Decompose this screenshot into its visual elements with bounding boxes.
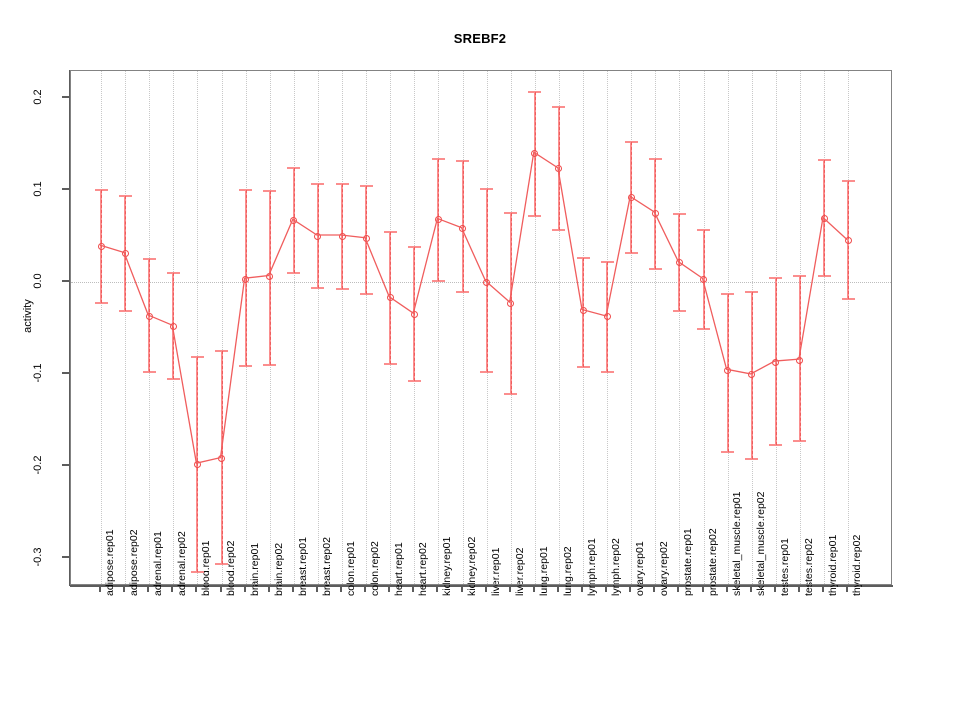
data-point-marker (314, 232, 322, 240)
x-tick-mark (123, 585, 126, 592)
data-point-marker (627, 193, 635, 201)
y-tick-mark (62, 96, 69, 98)
x-tick-mark (315, 585, 318, 592)
x-tick-mark (797, 585, 800, 592)
y-tick-label: -0.3 (32, 547, 44, 567)
zero-gridline (71, 282, 891, 283)
vertical-gridline (679, 71, 681, 584)
vertical-gridline (655, 71, 657, 584)
data-point-marker (700, 275, 707, 283)
plot-area (70, 70, 892, 585)
y-tick-label: -0.1 (32, 363, 44, 383)
x-tick-mark (605, 585, 608, 592)
vertical-gridline (366, 71, 368, 584)
data-point-marker (362, 235, 370, 243)
data-point-marker (121, 249, 129, 257)
x-tick-mark (484, 585, 487, 592)
plot-inner (71, 71, 891, 584)
x-tick-mark (677, 585, 680, 592)
vertical-gridline (824, 71, 825, 584)
x-tick-mark (436, 585, 439, 592)
data-point-marker (555, 165, 563, 173)
vertical-gridline (342, 71, 343, 584)
y-tick-mark (62, 372, 69, 374)
y-tick-mark (62, 556, 69, 558)
x-tick-mark (581, 585, 583, 592)
y-tick-mark (62, 464, 69, 466)
x-tick-mark (388, 585, 391, 592)
data-point-marker (724, 366, 732, 374)
data-point-marker (410, 310, 418, 318)
data-point-marker (97, 242, 105, 250)
y-tick-label: 0.1 (32, 181, 44, 197)
vertical-gridline (317, 71, 319, 584)
x-tick-mark (629, 585, 632, 592)
x-tick-mark (147, 585, 150, 592)
data-point-marker (266, 272, 274, 280)
data-point-marker (675, 259, 683, 267)
x-tick-mark (749, 585, 752, 592)
error-bar-cap-lower (841, 298, 855, 301)
data-point-marker (772, 358, 780, 366)
x-tick-mark (243, 585, 246, 592)
x-tick-mark (701, 585, 704, 592)
x-tick-mark (508, 585, 511, 592)
vertical-gridline (438, 71, 440, 584)
x-axis-line (70, 585, 893, 587)
x-tick-mark (822, 585, 824, 592)
data-point-marker (844, 237, 852, 245)
x-tick-mark (267, 585, 270, 592)
error-bar-cap-lower (215, 563, 228, 566)
y-tick-label: 0.2 (32, 89, 44, 105)
x-tick-mark (556, 585, 559, 592)
data-point-marker (507, 299, 515, 307)
vertical-gridline (293, 71, 295, 584)
data-point-marker (338, 232, 346, 240)
data-point-marker (748, 371, 756, 379)
data-point-marker (145, 312, 153, 320)
vertical-gridline (125, 71, 127, 584)
x-tick-mark (364, 585, 367, 592)
data-point-marker (434, 215, 442, 223)
data-point-marker (651, 209, 659, 217)
x-tick-mark (460, 585, 463, 592)
x-tick-mark (99, 585, 101, 592)
y-tick-label: -0.2 (32, 455, 44, 475)
data-point-marker (820, 215, 828, 223)
x-tick-mark (195, 585, 198, 592)
data-point-marker (796, 356, 804, 364)
y-tick-mark (62, 188, 69, 190)
vertical-gridline (848, 71, 850, 584)
data-point-marker (579, 307, 587, 315)
data-point-marker (483, 278, 491, 286)
x-tick-mark (725, 585, 728, 592)
data-point-marker (290, 216, 298, 224)
data-point-marker (603, 313, 611, 321)
x-tick-mark (291, 585, 294, 592)
data-point-marker (218, 455, 225, 463)
x-tick-mark (412, 585, 415, 592)
error-bar-cap-lower (190, 570, 204, 573)
x-tick-mark (532, 585, 535, 592)
chart-title: SREBF2 (453, 31, 507, 46)
data-point-marker (242, 275, 250, 283)
vertical-gridline (101, 71, 102, 584)
x-tick-mark (219, 585, 222, 592)
vertical-gridline (462, 71, 464, 584)
y-tick-mark (62, 280, 69, 282)
x-tick-mark (773, 585, 776, 592)
x-tick-mark (846, 585, 849, 592)
data-point-marker (459, 225, 466, 233)
data-point-marker (386, 294, 394, 302)
data-point-marker (531, 149, 539, 157)
x-tick-mark (653, 585, 656, 592)
x-tick-mark (340, 585, 342, 592)
data-point-marker (169, 322, 177, 330)
y-tick-label: 0.0 (32, 273, 44, 289)
x-tick-mark (171, 585, 174, 592)
data-point-marker (193, 460, 201, 468)
